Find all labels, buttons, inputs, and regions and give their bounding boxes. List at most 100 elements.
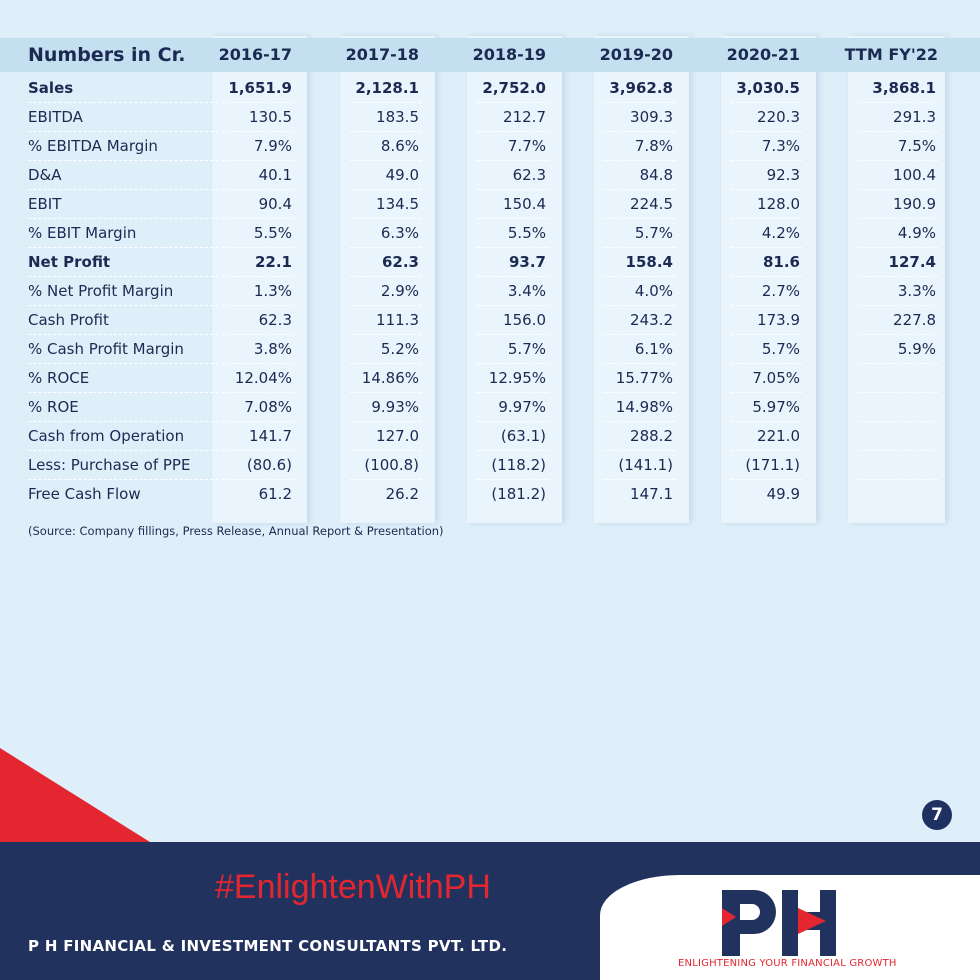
row-value: 243.2 bbox=[630, 311, 673, 329]
row-label: Cash from Operation bbox=[28, 427, 185, 445]
row-divider bbox=[858, 479, 938, 480]
column-band bbox=[212, 36, 307, 523]
table-row: % ROCE 12.04% 14.86% 12.95% 15.77% 7.05% bbox=[0, 364, 980, 393]
row-value: 190.9 bbox=[893, 195, 936, 213]
column-band bbox=[721, 36, 816, 523]
row-value: 22.1 bbox=[254, 253, 292, 271]
row-divider bbox=[28, 131, 218, 132]
row-divider bbox=[350, 450, 421, 451]
row-value: 7.05% bbox=[752, 369, 800, 387]
row-divider bbox=[477, 247, 548, 248]
row-value: 5.97% bbox=[752, 398, 800, 416]
hashtag: #EnlightenWithPH bbox=[215, 868, 491, 906]
column-band bbox=[848, 36, 945, 523]
row-value: 5.2% bbox=[380, 340, 419, 358]
table-row: Less: Purchase of PPE (80.6) (100.8) (118.2… bbox=[0, 451, 980, 480]
row-divider bbox=[731, 363, 802, 364]
row-value: 156.0 bbox=[503, 311, 546, 329]
row-divider bbox=[477, 334, 548, 335]
row-divider bbox=[350, 276, 421, 277]
table-row: Cash Profit 62.3 111.3 156.0 243.2 173.9 227.8 bbox=[0, 306, 980, 335]
table-row: EBIT 90.4 134.5 150.4 224.5 128.0 190.9 bbox=[0, 190, 980, 219]
row-value: 2.9% bbox=[380, 282, 419, 300]
row-divider bbox=[477, 421, 548, 422]
row-divider bbox=[731, 479, 802, 480]
table-header-row: Numbers in Cr. 2016-17 2017-18 2018-19 2019-… bbox=[0, 38, 980, 72]
row-value: 3.8% bbox=[253, 340, 292, 358]
row-value: 49.9 bbox=[766, 485, 800, 503]
row-divider bbox=[350, 421, 421, 422]
row-value: 12.95% bbox=[488, 369, 546, 387]
row-value: 288.2 bbox=[630, 427, 673, 445]
row-value: 2,752.0 bbox=[482, 79, 546, 97]
row-value: 49.0 bbox=[385, 166, 419, 184]
row-divider bbox=[477, 189, 548, 190]
row-divider bbox=[350, 392, 421, 393]
row-value: 150.4 bbox=[503, 195, 546, 213]
table-row: % Net Profit Margin 1.3% 2.9% 3.4% 4.0% 2.7% 3… bbox=[0, 277, 980, 306]
row-divider bbox=[858, 421, 938, 422]
table-row: Cash from Operation 141.7 127.0 (63.1) 288.2… bbox=[0, 422, 980, 451]
row-divider bbox=[731, 450, 802, 451]
row-divider bbox=[731, 102, 802, 103]
row-divider bbox=[604, 276, 675, 277]
row-label: % ROCE bbox=[28, 369, 90, 387]
row-divider bbox=[222, 102, 294, 103]
row-label: Net Profit bbox=[28, 253, 111, 271]
row-divider bbox=[731, 218, 802, 219]
row-value: 2.7% bbox=[761, 282, 800, 300]
row-label: % EBIT Margin bbox=[28, 224, 137, 242]
row-divider bbox=[604, 392, 675, 393]
row-value: 3,868.1 bbox=[872, 79, 936, 97]
header-year: 2019-20 bbox=[599, 45, 673, 64]
row-value: 62.3 bbox=[512, 166, 546, 184]
row-value: 7.7% bbox=[507, 137, 546, 155]
row-divider bbox=[731, 276, 802, 277]
row-value: 3.3% bbox=[897, 282, 936, 300]
row-divider bbox=[477, 218, 548, 219]
row-value: 3,962.8 bbox=[609, 79, 673, 97]
row-divider bbox=[604, 305, 675, 306]
row-value: 141.7 bbox=[249, 427, 292, 445]
row-value: 7.5% bbox=[897, 137, 936, 155]
row-divider bbox=[477, 392, 548, 393]
row-divider bbox=[731, 392, 802, 393]
row-value: 127.0 bbox=[376, 427, 419, 445]
row-divider bbox=[731, 334, 802, 335]
header-label: Numbers in Cr. bbox=[28, 44, 186, 66]
row-value: 3,030.5 bbox=[736, 79, 800, 97]
row-value: 14.86% bbox=[361, 369, 419, 387]
row-value: 7.8% bbox=[634, 137, 673, 155]
row-divider bbox=[222, 276, 294, 277]
row-value: 5.5% bbox=[253, 224, 292, 242]
row-divider bbox=[350, 218, 421, 219]
row-label: Cash Profit bbox=[28, 311, 109, 329]
row-value: 62.3 bbox=[258, 311, 292, 329]
row-value: 62.3 bbox=[381, 253, 419, 271]
header-year: 2018-19 bbox=[472, 45, 546, 64]
row-value: 6.3% bbox=[380, 224, 419, 242]
row-value: (181.2) bbox=[491, 485, 546, 503]
row-label: EBITDA bbox=[28, 108, 83, 126]
row-divider bbox=[28, 189, 218, 190]
header-year: 2020-21 bbox=[726, 45, 800, 64]
row-value: 8.6% bbox=[380, 137, 419, 155]
row-value: 227.8 bbox=[893, 311, 936, 329]
row-divider bbox=[731, 305, 802, 306]
row-divider bbox=[731, 421, 802, 422]
row-value: 15.77% bbox=[615, 369, 673, 387]
row-value: 221.0 bbox=[757, 427, 800, 445]
row-label: % Net Profit Margin bbox=[28, 282, 174, 300]
row-value: 90.4 bbox=[258, 195, 292, 213]
row-divider bbox=[604, 334, 675, 335]
row-value: (171.1) bbox=[745, 456, 800, 474]
row-value: 111.3 bbox=[376, 311, 419, 329]
source-note: (Source: Company fillings, Press Release… bbox=[28, 524, 444, 538]
row-label: Less: Purchase of PPE bbox=[28, 456, 191, 474]
row-label: Sales bbox=[28, 79, 74, 97]
row-value: 6.1% bbox=[634, 340, 673, 358]
row-value: 9.93% bbox=[371, 398, 419, 416]
row-divider bbox=[731, 247, 802, 248]
row-value: 134.5 bbox=[376, 195, 419, 213]
row-value: 92.3 bbox=[766, 166, 800, 184]
